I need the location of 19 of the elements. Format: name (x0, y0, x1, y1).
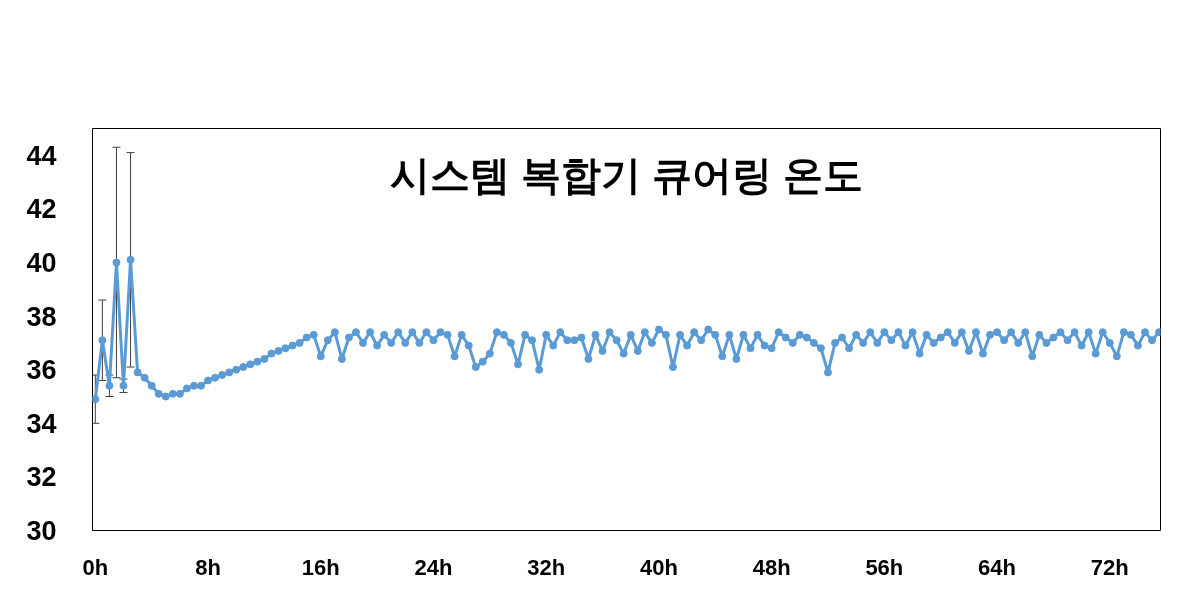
y-tick-label: 34 (26, 408, 57, 439)
y-tick-label: 42 (26, 194, 57, 225)
y-tick-label: 38 (26, 301, 57, 332)
y-tick-label: 36 (26, 355, 57, 386)
x-tick-label: 16h (301, 554, 340, 580)
x-tick-label: 48h (752, 554, 791, 580)
text: 시스템 복합기 큐어링 온도 (389, 152, 864, 197)
y-tick-label: 40 (26, 248, 57, 278)
y-tick-label: 30 (26, 516, 57, 546)
x-tick-label: 8h (195, 554, 221, 580)
x-tick-label: 40h (639, 554, 678, 580)
x-tick-label: 0h (82, 554, 109, 580)
x-tick-label: 32h (527, 554, 566, 580)
x-tick-label: 64h (978, 554, 1017, 580)
y-tick-label: 44 (26, 140, 57, 171)
x-tick-label: 56h (865, 554, 904, 580)
x-tick-label: 24h (414, 554, 453, 580)
y-tick-label: 32 (26, 462, 57, 493)
x-tick-label: 72h (1090, 554, 1129, 580)
